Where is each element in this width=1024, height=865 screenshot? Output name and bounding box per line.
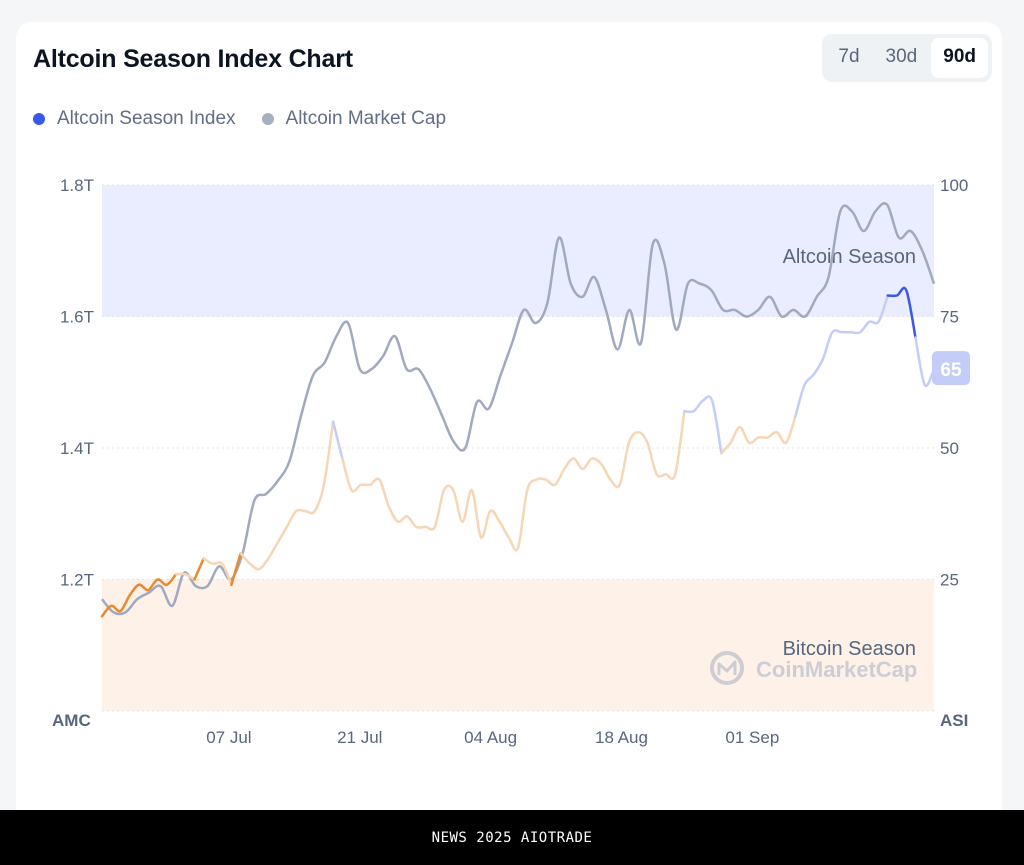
y-right-tick-label: 50 (940, 439, 959, 458)
y-left-axis-label: AMC (52, 711, 91, 730)
x-tick-label: 21 Jul (337, 728, 382, 747)
y-right-tick-label: 100 (940, 176, 968, 195)
y-right-tick-label: 75 (940, 308, 959, 327)
asi-series-segment (202, 557, 233, 587)
footer-bar: NEWS 2025 AIOTRADE (0, 810, 1024, 865)
current-value-badge (932, 351, 970, 386)
asi-series-segment (193, 557, 205, 581)
range-7d-button[interactable]: 7d (826, 38, 871, 78)
watermark-logo-mark-icon (717, 660, 737, 675)
x-tick-label: 04 Aug (464, 728, 517, 747)
chart-legend: Altcoin Season Index Altcoin Market Cap (33, 108, 446, 130)
coinmarketcap-watermark: CoinMarketCap (710, 651, 917, 685)
bitcoin-season-label: Bitcoin Season (783, 638, 916, 660)
asi-series-segment (239, 420, 335, 571)
x-tick-label: 07 Jul (206, 728, 251, 747)
legend-dot-amc (261, 113, 274, 125)
legend-label-asi: Altcoin Season Index (57, 108, 236, 129)
x-tick-label: 18 Aug (595, 728, 648, 747)
watermark-logo-icon (710, 651, 744, 685)
chart-svg: 1.8T 1.6T 1.4T 1.2T 100 75 50 25 AMC ASI 07 Jul 21 … (52, 176, 970, 747)
current-value-label: 65 (940, 360, 962, 381)
range-30d-button[interactable]: 30d (874, 38, 930, 78)
y-left-tick-label: 1.6T (60, 308, 94, 327)
zone-altcoin-season (102, 185, 934, 317)
asi-series-segment (683, 395, 723, 455)
amc-series-line (101, 202, 936, 616)
asi-series-segment (720, 415, 797, 455)
legend-dot-asi (33, 113, 45, 125)
asi-series-segment (914, 336, 936, 388)
asi-series-segment (331, 420, 344, 460)
watermark-text: CoinMarketCap (756, 657, 917, 682)
asi-series-segment (174, 572, 196, 581)
y-right-axis-label: ASI (940, 711, 968, 730)
legend-item-asi[interactable]: Altcoin Season Index (33, 108, 236, 130)
asi-series-segment (794, 294, 890, 418)
legend-item-amc[interactable]: Altcoin Market Cap (261, 108, 447, 130)
time-range-selector: 7d 30d 90d (822, 34, 992, 82)
asi-series-segment (100, 572, 178, 618)
altcoin-season-label: Altcoin Season (783, 246, 916, 268)
range-90d-button[interactable]: 90d (931, 38, 988, 78)
asi-series-segment (230, 551, 242, 587)
y-left-tick-label: 1.2T (60, 571, 94, 590)
y-left-tick-label: 1.8T (60, 176, 94, 195)
chart-title: Altcoin Season Index Chart (33, 45, 353, 73)
asi-series-segment (341, 409, 686, 552)
legend-label-amc: Altcoin Market Cap (285, 108, 447, 129)
asi-series-segment (886, 286, 917, 339)
zone-bitcoin-season (102, 579, 934, 711)
x-tick-label: 01 Sep (725, 728, 779, 747)
y-right-tick-label: 25 (940, 571, 959, 590)
y-left-tick-label: 1.4T (60, 439, 94, 458)
